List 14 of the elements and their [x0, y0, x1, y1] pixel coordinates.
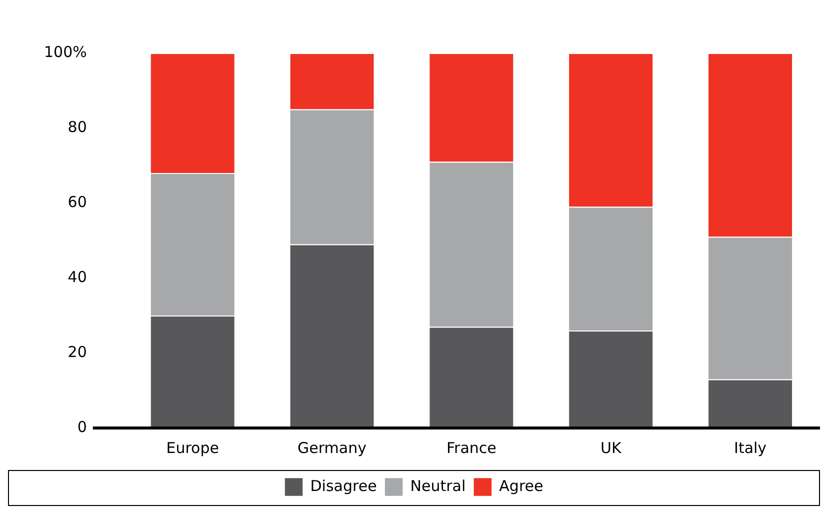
y-tick-label: 20: [68, 342, 87, 361]
x-tick-label: France: [446, 438, 496, 457]
x-tick-label: Europe: [166, 438, 219, 457]
y-tick-label: 60: [68, 192, 87, 211]
legend-label: Neutral: [410, 476, 466, 495]
y-tick-label: 40: [68, 268, 87, 286]
legend-label: Agree: [499, 476, 544, 495]
x-tick-label: Germany: [298, 438, 367, 457]
y-tick-label: 0: [77, 418, 87, 436]
x-tick-label: Italy: [734, 438, 767, 457]
legend-label: Disagree: [310, 476, 377, 495]
y-tick-label: 100%: [44, 42, 87, 61]
x-tick-label: UK: [600, 438, 622, 457]
y-tick-label: 80: [68, 118, 87, 136]
